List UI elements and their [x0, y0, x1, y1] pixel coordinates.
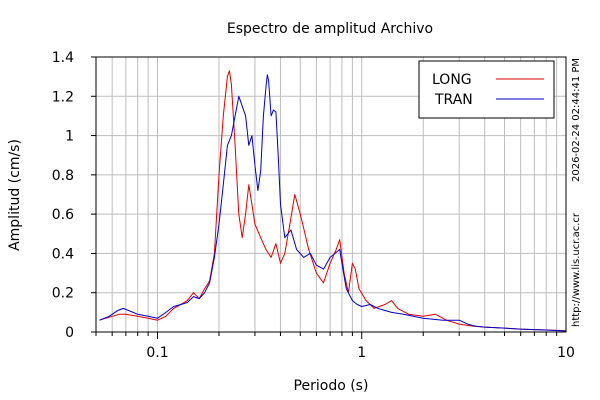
- x-axis-label: Periodo (s): [294, 378, 369, 394]
- website-url-label: http://www.lis.ucr.ac.cr: [571, 212, 582, 327]
- grid: [95, 56, 566, 333]
- series-line-tran: [99, 74, 567, 332]
- y-tick-label: 1.4: [52, 50, 74, 66]
- y-tick-label: 0.2: [52, 286, 74, 302]
- x-tick-label: 1: [357, 345, 366, 361]
- legend-box: [418, 60, 555, 119]
- y-axis-label: Amplitud (cm/s): [7, 139, 23, 251]
- timestamp-label: 2026-02-24 02:44:41 PM: [571, 58, 582, 182]
- y-tick-label: 1.2: [52, 89, 74, 105]
- y-tick-label: 0.4: [52, 246, 74, 262]
- series-line-long: [99, 70, 567, 332]
- chart-title: Espectro de amplitud Archivo: [227, 21, 433, 37]
- y-tick-label: 0.6: [52, 207, 74, 223]
- y-tick-label: 0: [65, 325, 74, 341]
- x-tick-label: 0.1: [146, 345, 168, 361]
- x-tick-label: 10: [557, 345, 575, 361]
- legend-label-tran: TRAN: [434, 92, 473, 108]
- y-tick-label: 1: [65, 129, 74, 145]
- ticks: [91, 56, 558, 339]
- legend: LONG TRAN: [418, 60, 555, 119]
- plot-frame: [95, 56, 567, 333]
- series-layer: [99, 70, 567, 332]
- tick-labels: 0 0.2 0.4 0.6 0.8 1 1.2 1.4 0.1 1 10: [52, 50, 575, 361]
- legend-label-long: LONG: [432, 72, 472, 88]
- y-tick-label: 0.8: [52, 168, 74, 184]
